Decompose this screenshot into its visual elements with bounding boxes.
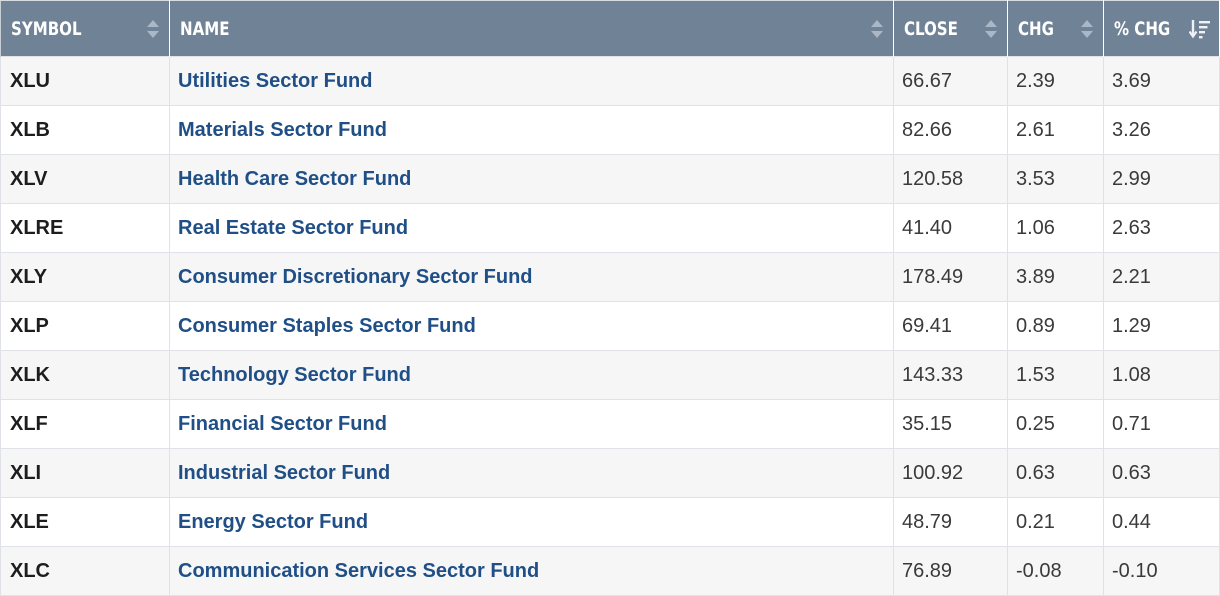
pct-chg-cell: 0.44 (1103, 497, 1220, 547)
close-cell: 35.15 (893, 399, 1008, 449)
pct-chg-cell: 1.29 (1103, 301, 1220, 351)
symbol-cell: XLE (0, 497, 170, 547)
name-cell: Communication Services Sector Fund (169, 546, 894, 596)
table-row[interactable]: XLK Technology Sector Fund 143.33 1.53 1.08 (0, 350, 1220, 400)
close-cell: 69.41 (893, 301, 1008, 351)
name-cell: Real Estate Sector Fund (169, 203, 894, 253)
column-header-label: NAME (180, 17, 230, 40)
name-cell: Energy Sector Fund (169, 497, 894, 547)
column-header-label: CHG (1018, 17, 1054, 40)
chg-cell: 0.25 (1007, 399, 1104, 449)
table-row[interactable]: XLRE Real Estate Sector Fund 41.40 1.06 2.63 (0, 203, 1220, 253)
symbol-cell: XLY (0, 252, 170, 302)
table-row[interactable]: XLU Utilities Sector Fund 66.67 2.39 3.69 (0, 56, 1220, 106)
column-header-chg[interactable]: CHG (1007, 0, 1104, 57)
column-header-symbol[interactable]: SYMBOL (0, 0, 170, 57)
chg-cell: 0.89 (1007, 301, 1104, 351)
table-row[interactable]: XLP Consumer Staples Sector Fund 69.41 0.89… (0, 301, 1220, 351)
close-cell: 48.79 (893, 497, 1008, 547)
chg-cell: 1.06 (1007, 203, 1104, 253)
symbol-cell: XLK (0, 350, 170, 400)
symbol-cell: XLRE (0, 203, 170, 253)
fund-name-link[interactable]: Real Estate Sector Fund (178, 216, 409, 239)
name-cell: Financial Sector Fund (169, 399, 894, 449)
chg-cell: 1.53 (1007, 350, 1104, 400)
name-cell: Consumer Staples Sector Fund (169, 301, 894, 351)
symbol-cell: XLU (0, 56, 170, 106)
table-body: XLU Utilities Sector Fund 66.67 2.39 3.69 XLB… (0, 56, 1220, 596)
pct-chg-cell: 2.63 (1103, 203, 1220, 253)
symbol-cell: XLF (0, 399, 170, 449)
close-cell: 82.66 (893, 105, 1008, 155)
table-row[interactable]: XLE Energy Sector Fund 48.79 0.21 0.44 (0, 497, 1220, 547)
sort-toggle-icon[interactable] (871, 19, 883, 38)
symbol-cell: XLV (0, 154, 170, 204)
fund-name-link[interactable]: Industrial Sector Fund (178, 461, 391, 484)
name-cell: Industrial Sector Fund (169, 448, 894, 498)
pct-chg-cell: 0.71 (1103, 399, 1220, 449)
close-cell: 178.49 (893, 252, 1008, 302)
fund-name-link[interactable]: Communication Services Sector Fund (178, 559, 540, 582)
table-row[interactable]: XLY Consumer Discretionary Sector Fund 178… (0, 252, 1220, 302)
table-row[interactable]: XLI Industrial Sector Fund 100.92 0.63 0.63 (0, 448, 1220, 498)
sort-toggle-icon[interactable] (147, 19, 159, 38)
pct-chg-cell: 3.26 (1103, 105, 1220, 155)
column-header-label: SYMBOL (11, 17, 82, 40)
pct-chg-cell: 2.99 (1103, 154, 1220, 204)
close-cell: 41.40 (893, 203, 1008, 253)
chg-cell: 2.61 (1007, 105, 1104, 155)
pct-chg-cell: 1.08 (1103, 350, 1220, 400)
column-header-label: % CHG (1114, 17, 1171, 40)
name-cell: Technology Sector Fund (169, 350, 894, 400)
name-cell: Materials Sector Fund (169, 105, 894, 155)
pct-chg-cell: 3.69 (1103, 56, 1220, 106)
close-cell: 100.92 (893, 448, 1008, 498)
fund-name-link[interactable]: Consumer Discretionary Sector Fund (178, 265, 533, 288)
chg-cell: 3.89 (1007, 252, 1104, 302)
fund-name-link[interactable]: Consumer Staples Sector Fund (178, 314, 476, 337)
chg-cell: 3.53 (1007, 154, 1104, 204)
chg-cell: 2.39 (1007, 56, 1104, 106)
table-header: SYMBOL NAME CLOSE CHG % CHG (0, 0, 1220, 57)
fund-name-link[interactable]: Financial Sector Fund (178, 412, 387, 435)
close-cell: 120.58 (893, 154, 1008, 204)
fund-name-link[interactable]: Energy Sector Fund (178, 510, 369, 533)
pct-chg-cell: 2.21 (1103, 252, 1220, 302)
column-header-name[interactable]: NAME (169, 0, 894, 57)
chg-cell: 0.21 (1007, 497, 1104, 547)
symbol-cell: XLI (0, 448, 170, 498)
sort-toggle-icon[interactable] (1081, 19, 1093, 38)
header-row: SYMBOL NAME CLOSE CHG % CHG (0, 0, 1220, 57)
close-cell: 66.67 (893, 56, 1008, 106)
table-row[interactable]: XLF Financial Sector Fund 35.15 0.25 0.71 (0, 399, 1220, 449)
close-cell: 143.33 (893, 350, 1008, 400)
column-header-pct-chg[interactable]: % CHG (1103, 0, 1220, 57)
column-header-label: CLOSE (904, 17, 958, 40)
table-row[interactable]: XLB Materials Sector Fund 82.66 2.61 3.26 (0, 105, 1220, 155)
chg-cell: 0.63 (1007, 448, 1104, 498)
pct-chg-cell: -0.10 (1103, 546, 1220, 596)
column-header-close[interactable]: CLOSE (893, 0, 1008, 57)
table-row[interactable]: XLV Health Care Sector Fund 120.58 3.53 2.99 (0, 154, 1220, 204)
chg-cell: -0.08 (1007, 546, 1104, 596)
fund-name-link[interactable]: Technology Sector Fund (178, 363, 411, 386)
fund-name-link[interactable]: Health Care Sector Fund (178, 167, 412, 190)
symbol-cell: XLC (0, 546, 170, 596)
close-cell: 76.89 (893, 546, 1008, 596)
symbol-cell: XLB (0, 105, 170, 155)
name-cell: Utilities Sector Fund (169, 56, 894, 106)
symbol-cell: XLP (0, 301, 170, 351)
name-cell: Consumer Discretionary Sector Fund (169, 252, 894, 302)
sort-toggle-icon[interactable] (985, 19, 997, 38)
fund-name-link[interactable]: Utilities Sector Fund (178, 69, 373, 92)
table-row[interactable]: XLC Communication Services Sector Fund 76.… (0, 546, 1220, 596)
name-cell: Health Care Sector Fund (169, 154, 894, 204)
fund-name-link[interactable]: Materials Sector Fund (178, 118, 387, 141)
pct-chg-cell: 0.63 (1103, 448, 1220, 498)
sort-descending-icon[interactable] (1189, 19, 1211, 39)
